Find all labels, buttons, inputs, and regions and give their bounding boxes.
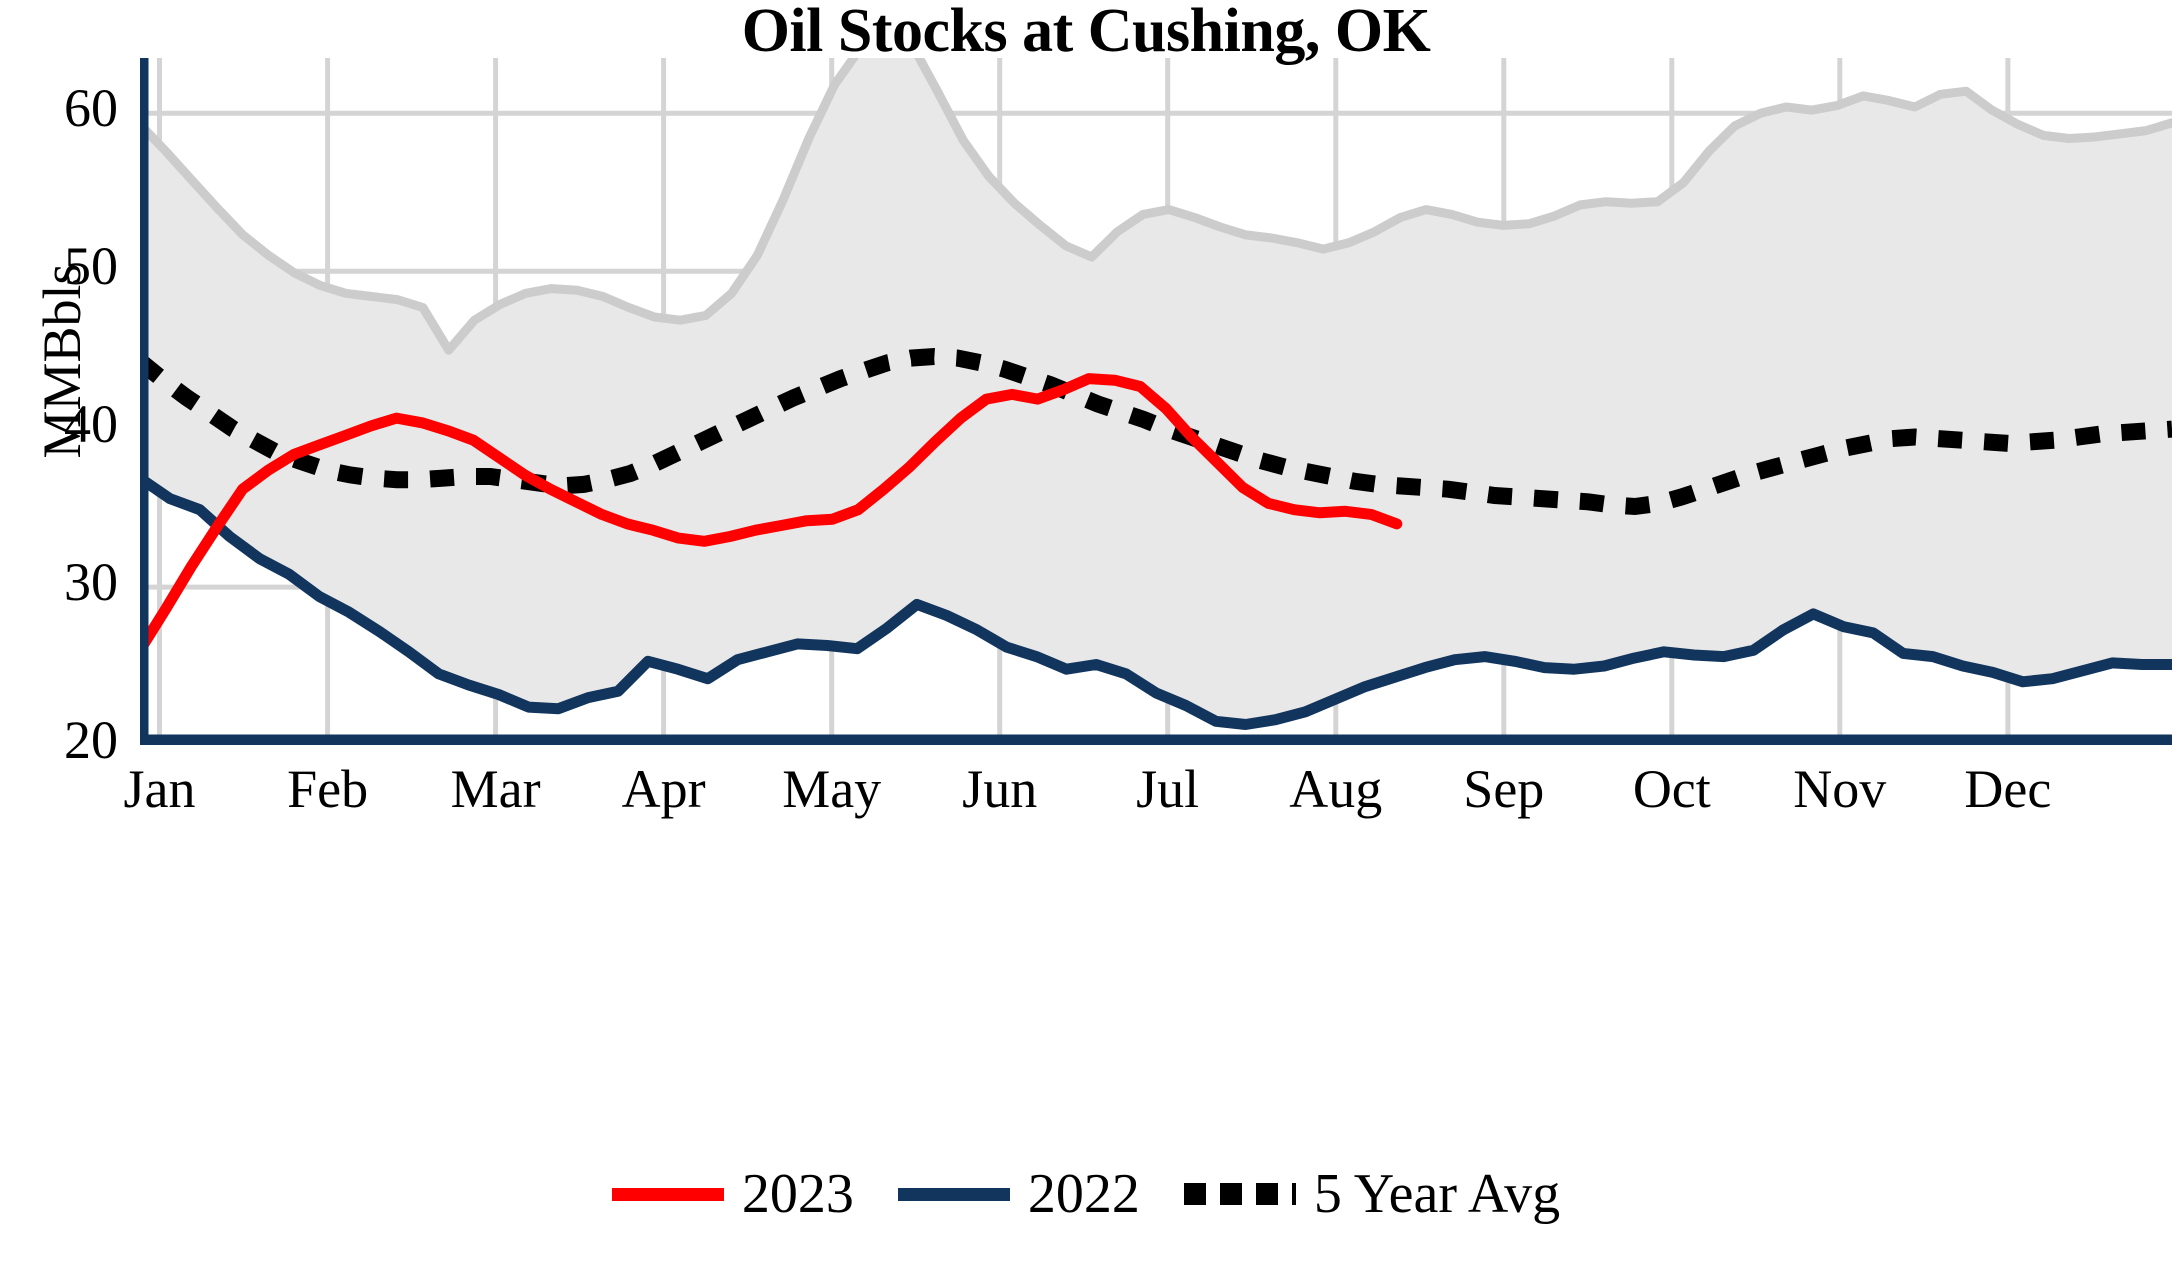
x-axis-tick-jan: Jan — [123, 759, 196, 819]
legend-label: 2022 — [1027, 1163, 1140, 1225]
legend-label: 2023 — [741, 1163, 854, 1225]
y-axis-tick-text: 60 — [64, 78, 118, 139]
y-axis-tick-text: 30 — [64, 552, 118, 613]
x-axis-tick-jun: Jun — [962, 759, 1038, 819]
legend-item-2022[interactable]: 2022 — [897, 1163, 1140, 1225]
legend-swatch-icon — [897, 1187, 1010, 1201]
x-axis-tick-nov: Nov — [1793, 759, 1887, 819]
x-axis-tick-apr: Apr — [621, 759, 706, 819]
series-line-2023 — [140, 373, 1403, 656]
x-axis-tick-sep: Sep — [1463, 759, 1545, 819]
legend-swatch-icon — [1183, 1183, 1296, 1205]
x-axis-tick-oct: Oct — [1632, 759, 1711, 819]
y-axis-tick-text: 20 — [64, 710, 118, 770]
legend-swatch-icon — [611, 1187, 724, 1201]
x-axis-tick-labels: Jan Feb Mar Apr May Jun Jul Aug Sep Oct Nov Dec — [124, 758, 2172, 828]
x-axis-tick-mar: Mar — [450, 759, 541, 819]
legend-item-5-year-avg[interactable]: 5 Year Avg — [1183, 1163, 1561, 1225]
y-axis-tick-text: 40 — [64, 394, 118, 455]
chart-title: Oil Stocks at Cushing, OK — [741, 0, 1431, 65]
legend-label: 5 Year Avg — [1313, 1163, 1561, 1225]
x-axis-tick-dec: Dec — [1964, 759, 2052, 819]
x-axis-tick-feb: Feb — [287, 759, 369, 819]
y-axis-tick-text: 50 — [64, 236, 118, 297]
plot-svg — [140, 58, 2172, 745]
x-axis-tick-may: May — [782, 759, 882, 819]
series-line-5-year-avg — [140, 347, 2172, 516]
five-year-range-edge — [140, 58, 2172, 355]
legend-item-2023[interactable]: 2023 — [611, 1163, 854, 1225]
five-year-range-band — [140, 58, 2172, 725]
chart-legend: 2023 2022 5 Year Avg — [0, 1166, 2172, 1222]
x-axis-tick-aug: Aug — [1289, 759, 1383, 819]
x-axis-tick-jul: Jul — [1136, 759, 1200, 819]
series-line-2022 — [140, 472, 2172, 730]
plot-area — [140, 58, 2172, 745]
